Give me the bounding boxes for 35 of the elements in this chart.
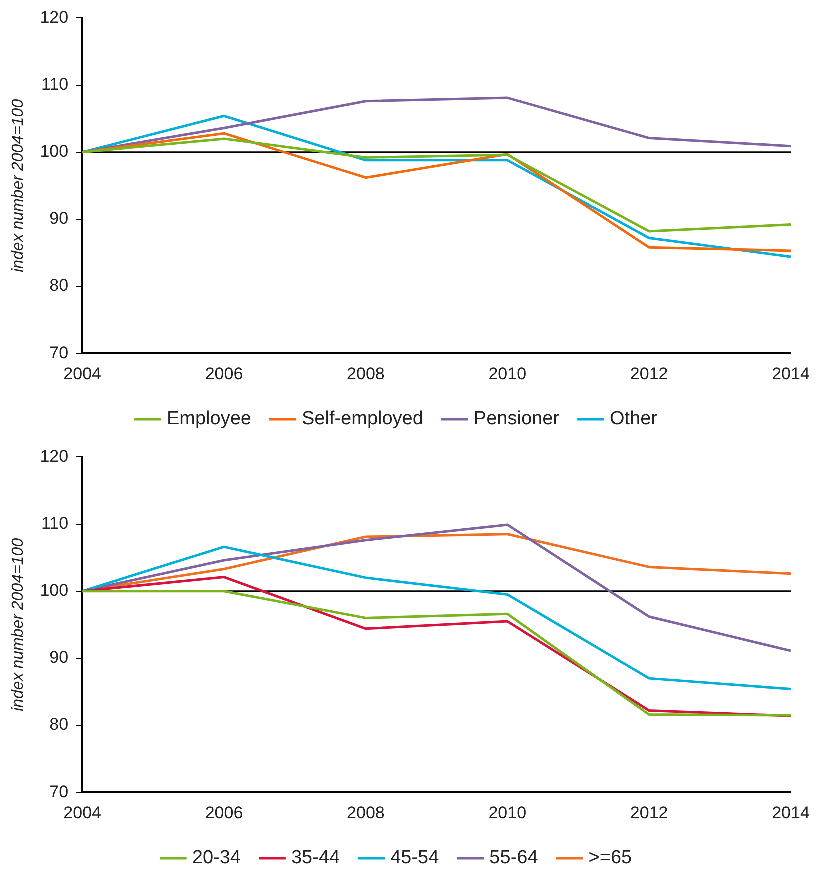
x-tick-label: 2004 xyxy=(64,803,102,822)
legend-label: 45-54 xyxy=(390,848,440,869)
y-tick-label: 70 xyxy=(50,782,69,802)
legend-label: Other xyxy=(610,408,658,430)
x-tick-label: 2014 xyxy=(772,364,810,384)
y-tick-label: 80 xyxy=(50,276,69,296)
y-tick-label: 110 xyxy=(41,514,69,533)
y-axis-title: index number 2004=100 xyxy=(10,99,28,272)
y-tick-label: 80 xyxy=(50,715,69,734)
y-tick-label: 120 xyxy=(40,446,69,466)
x-tick-label: 2014 xyxy=(772,803,810,822)
legend-label: Self-employed xyxy=(302,408,424,430)
y-tick-label: 120 xyxy=(40,8,69,27)
x-tick-label: 2010 xyxy=(488,364,527,384)
legend-label: 55-64 xyxy=(490,848,539,869)
x-tick-label: 2010 xyxy=(488,803,527,822)
x-tick-label: 2006 xyxy=(205,364,244,384)
y-tick-label: 90 xyxy=(50,209,69,228)
x-tick-label: 2008 xyxy=(347,803,385,822)
legend-label: 35-44 xyxy=(291,848,341,869)
x-tick-label: 2008 xyxy=(347,364,385,384)
legend-label: Employee xyxy=(166,408,252,430)
x-tick-label: 2004 xyxy=(64,364,102,384)
x-tick-label: 2006 xyxy=(205,803,244,822)
y-axis-title: index number 2004=100 xyxy=(10,538,28,712)
legend-label: 20-34 xyxy=(192,848,242,869)
y-tick-label: 90 xyxy=(50,648,69,668)
y-tick-label: 70 xyxy=(50,343,69,362)
y-tick-label: 100 xyxy=(40,142,69,162)
x-tick-label: 2012 xyxy=(630,364,668,384)
y-tick-label: 100 xyxy=(40,581,69,600)
legend-label: Pensioner xyxy=(474,408,560,430)
y-tick-label: 110 xyxy=(41,74,69,94)
x-tick-label: 2012 xyxy=(630,803,668,822)
legend-label: >=65 xyxy=(588,848,632,869)
